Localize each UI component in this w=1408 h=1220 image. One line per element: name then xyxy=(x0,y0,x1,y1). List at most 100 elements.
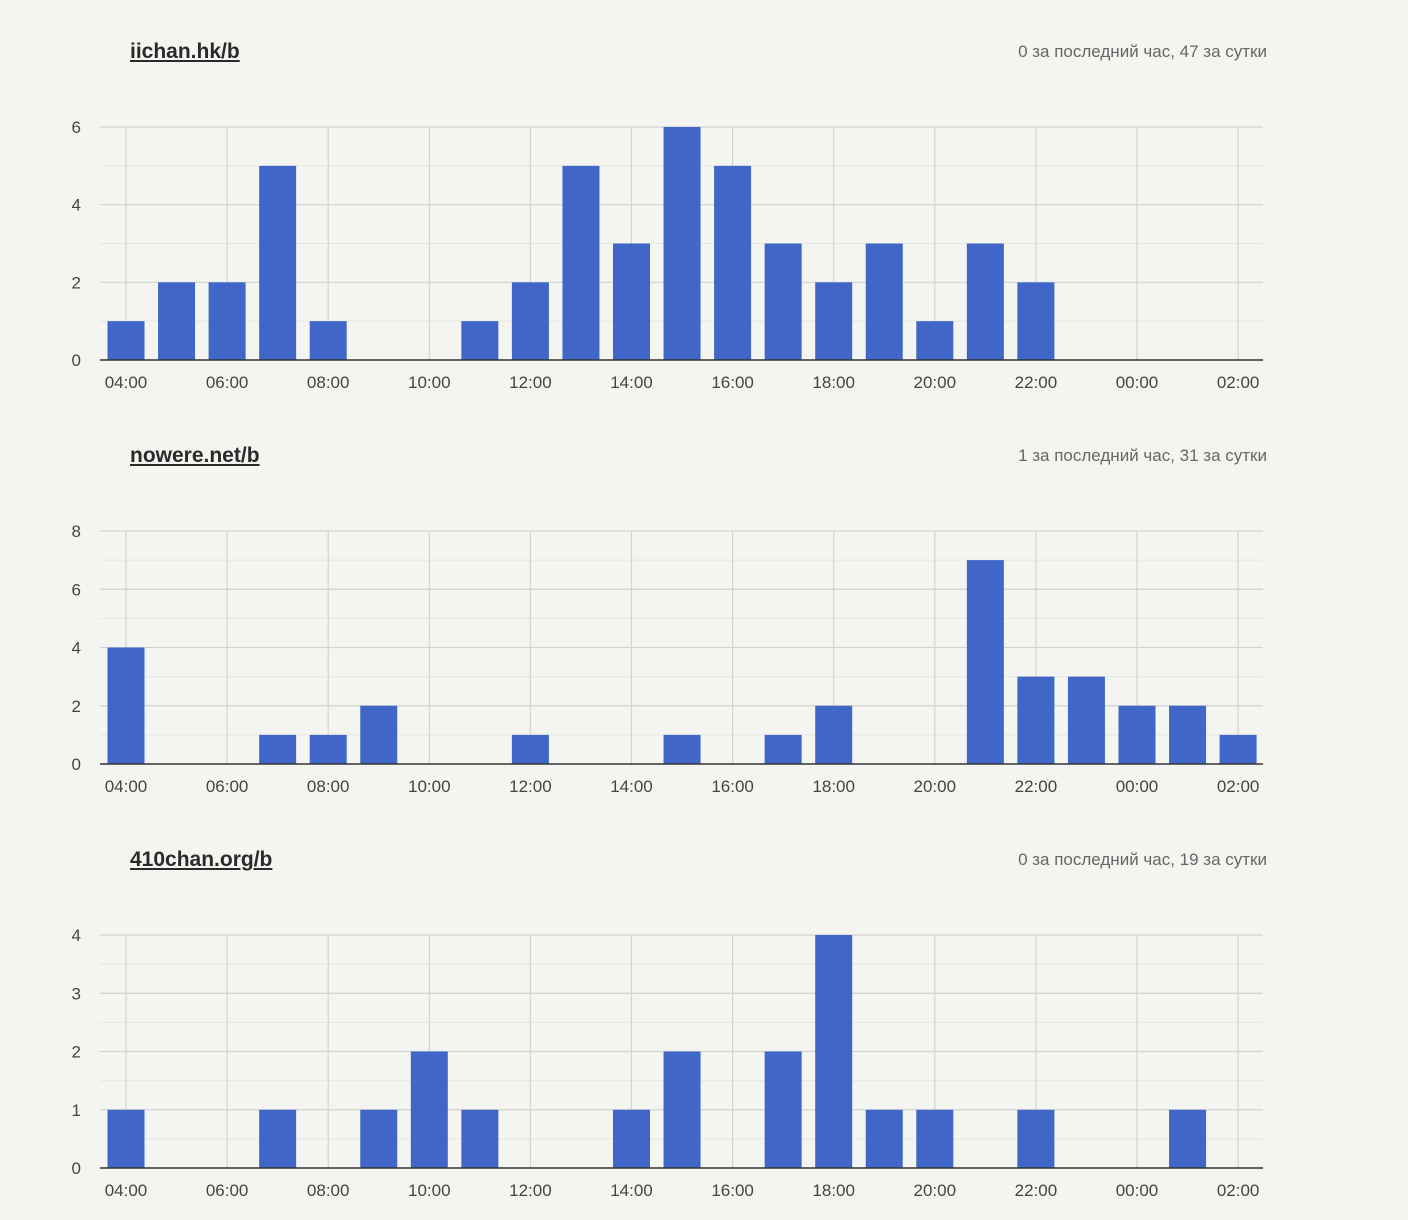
board-link[interactable]: iichan.hk/b xyxy=(130,40,240,63)
x-tick-label: 12:00 xyxy=(509,373,552,392)
y-tick-label: 2 xyxy=(72,273,81,292)
y-tick-label: 8 xyxy=(72,522,81,541)
bar xyxy=(613,243,650,360)
x-tick-label: 08:00 xyxy=(307,777,350,796)
y-tick-label: 1 xyxy=(72,1101,81,1120)
bar xyxy=(259,734,297,764)
bar xyxy=(461,1109,499,1168)
bar xyxy=(714,165,752,360)
x-tick-label: 06:00 xyxy=(206,1181,249,1200)
bar xyxy=(1017,676,1055,764)
bar xyxy=(1017,1109,1055,1168)
bar xyxy=(815,705,853,764)
x-tick-label: 04:00 xyxy=(105,373,148,392)
x-tick-label: 02:00 xyxy=(1217,1181,1260,1200)
x-tick-label: 22:00 xyxy=(1015,777,1058,796)
bar xyxy=(916,321,954,360)
bar xyxy=(1169,705,1207,764)
bar xyxy=(916,1109,954,1168)
bar xyxy=(461,321,499,360)
bar xyxy=(865,1109,903,1168)
bar xyxy=(1118,705,1156,764)
x-tick-label: 22:00 xyxy=(1015,1181,1058,1200)
x-tick-label: 20:00 xyxy=(914,777,957,796)
x-tick-label: 14:00 xyxy=(610,777,653,796)
x-tick-label: 10:00 xyxy=(408,373,451,392)
x-tick-label: 06:00 xyxy=(206,373,249,392)
board-link[interactable]: nowere.net/b xyxy=(130,444,260,467)
x-tick-label: 08:00 xyxy=(307,1181,350,1200)
bar xyxy=(764,243,802,360)
bar xyxy=(511,734,549,764)
x-tick-label: 18:00 xyxy=(812,373,855,392)
bar xyxy=(107,321,145,360)
bar xyxy=(562,165,600,360)
board-panel-iichan: iichan.hk/b 0 за последний час, 47 за су… xyxy=(0,0,1408,404)
bar xyxy=(815,282,853,360)
bar xyxy=(764,734,802,764)
y-tick-label: 4 xyxy=(72,196,81,215)
bar xyxy=(764,1051,802,1168)
bar xyxy=(663,734,701,764)
board-link[interactable]: 410chan.org/b xyxy=(130,848,273,871)
x-tick-label: 18:00 xyxy=(812,1181,855,1200)
y-tick-label: 4 xyxy=(72,639,81,658)
x-tick-label: 04:00 xyxy=(105,1181,148,1200)
board-panel-410chan: 410chan.org/b 0 за последний час, 19 за … xyxy=(0,808,1408,1212)
bar xyxy=(158,282,196,360)
x-tick-label: 02:00 xyxy=(1217,777,1260,796)
y-tick-label: 4 xyxy=(72,926,81,945)
y-tick-label: 2 xyxy=(72,697,81,716)
bar xyxy=(410,1051,448,1168)
x-tick-label: 16:00 xyxy=(711,373,754,392)
bar xyxy=(613,1109,650,1168)
x-tick-label: 10:00 xyxy=(408,777,451,796)
x-tick-label: 22:00 xyxy=(1015,373,1058,392)
bar xyxy=(663,1051,701,1168)
x-tick-label: 00:00 xyxy=(1116,777,1159,796)
y-tick-label: 0 xyxy=(72,755,81,774)
bar xyxy=(815,935,853,1168)
y-tick-label: 0 xyxy=(72,351,81,370)
x-tick-label: 12:00 xyxy=(509,777,552,796)
bar xyxy=(511,282,549,360)
bar xyxy=(966,243,1004,360)
bar xyxy=(309,734,347,764)
y-tick-label: 6 xyxy=(72,580,81,599)
bar xyxy=(1067,676,1105,764)
x-tick-label: 14:00 xyxy=(610,1181,653,1200)
board-stats: 0 за последний час, 47 за сутки xyxy=(1018,42,1267,61)
activity-chart: 0 2 4 6 04:00 06:00 08:00 10:00 12:00 14:00 16:00 1… xyxy=(72,118,1263,392)
x-tick-label: 08:00 xyxy=(307,373,350,392)
bar xyxy=(966,560,1004,764)
x-tick-label: 20:00 xyxy=(914,373,957,392)
y-tick-label: 3 xyxy=(72,984,81,1003)
x-tick-label: 04:00 xyxy=(105,777,148,796)
activity-chart: 0 2 4 6 8 04:00 06:00 08:00 10:00 12:00 14:00 16:00… xyxy=(72,522,1263,796)
x-tick-label: 12:00 xyxy=(509,1181,552,1200)
bar xyxy=(360,1109,398,1168)
y-tick-label: 6 xyxy=(72,118,81,137)
board-stats: 1 за последний час, 31 за сутки xyxy=(1018,446,1267,465)
y-tick-label: 2 xyxy=(72,1043,81,1062)
bar xyxy=(663,127,701,360)
bar xyxy=(107,1109,145,1168)
bar xyxy=(259,165,297,360)
bar xyxy=(107,647,145,764)
bar xyxy=(208,282,246,360)
x-tick-label: 18:00 xyxy=(812,777,855,796)
x-tick-label: 00:00 xyxy=(1116,1181,1159,1200)
bar xyxy=(259,1109,297,1168)
x-tick-label: 10:00 xyxy=(408,1181,451,1200)
bar xyxy=(865,243,903,360)
x-tick-label: 02:00 xyxy=(1217,373,1260,392)
x-tick-label: 16:00 xyxy=(711,1181,754,1200)
bar xyxy=(360,705,398,764)
bar xyxy=(1219,734,1257,764)
x-tick-label: 16:00 xyxy=(711,777,754,796)
bar xyxy=(1169,1109,1207,1168)
board-panel-nowere: nowere.net/b 1 за последний час, 31 за с… xyxy=(0,404,1408,808)
bar xyxy=(1017,282,1055,360)
activity-chart: 0 1 2 3 4 04:00 06:00 08:00 10:00 12:00 14:00 16:00… xyxy=(72,926,1263,1200)
board-stats: 0 за последний час, 19 за сутки xyxy=(1018,850,1267,869)
